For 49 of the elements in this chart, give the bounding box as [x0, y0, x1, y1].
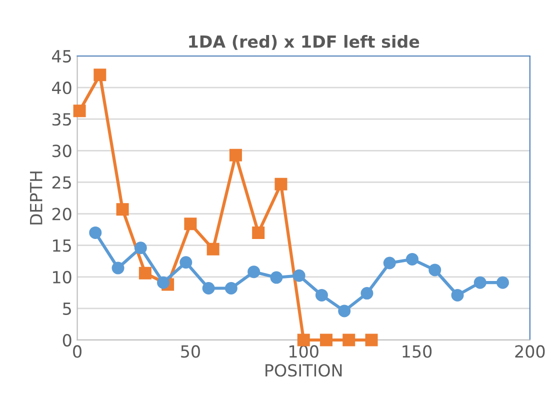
x-tick-label: 150 — [402, 345, 432, 358]
point — [474, 276, 486, 289]
y-tick-label: 45 — [52, 50, 71, 63]
y-tick-label: 35 — [52, 113, 71, 126]
point — [134, 242, 147, 254]
y-axis-title: DEPTH — [30, 172, 42, 224]
point — [206, 242, 220, 256]
point — [315, 288, 328, 302]
point — [94, 68, 106, 82]
point — [451, 288, 464, 302]
x-axis-title: POSITION — [266, 364, 342, 377]
x-tick-label: 0 — [73, 345, 82, 358]
point — [252, 226, 265, 239]
point — [496, 276, 510, 289]
point — [365, 334, 378, 346]
point — [116, 203, 129, 216]
point — [229, 148, 242, 162]
y-tick-label: 25 — [52, 176, 71, 189]
chart-title: 1DA (red) x 1DF left side — [189, 35, 420, 50]
x-tick-label: 100 — [290, 345, 318, 358]
y-tick-label: 20 — [52, 208, 72, 220]
point — [342, 334, 356, 346]
y-tick-label: 40 — [52, 82, 72, 94]
point — [274, 178, 288, 190]
y-tick-label: 30 — [52, 144, 72, 158]
point — [428, 264, 442, 276]
point — [292, 269, 306, 282]
point — [406, 252, 418, 266]
y-tick-label: 0 — [62, 334, 72, 347]
point — [383, 256, 396, 270]
y-tick-label: 10 — [53, 270, 72, 284]
point — [320, 334, 332, 346]
y-tick-label: 15 — [53, 240, 71, 252]
point — [138, 266, 152, 280]
point — [112, 262, 124, 274]
y-tick-label: 5 — [63, 302, 71, 316]
point — [73, 104, 86, 118]
x-tick-label: 50 — [181, 345, 200, 358]
point — [184, 218, 197, 230]
point — [202, 282, 215, 294]
x-tick-label: 200 — [515, 345, 545, 358]
point — [270, 271, 283, 284]
point — [157, 276, 170, 289]
point — [360, 287, 374, 300]
point — [180, 256, 192, 269]
point — [338, 304, 351, 318]
point — [89, 226, 102, 239]
point — [224, 282, 238, 294]
point — [248, 266, 260, 278]
